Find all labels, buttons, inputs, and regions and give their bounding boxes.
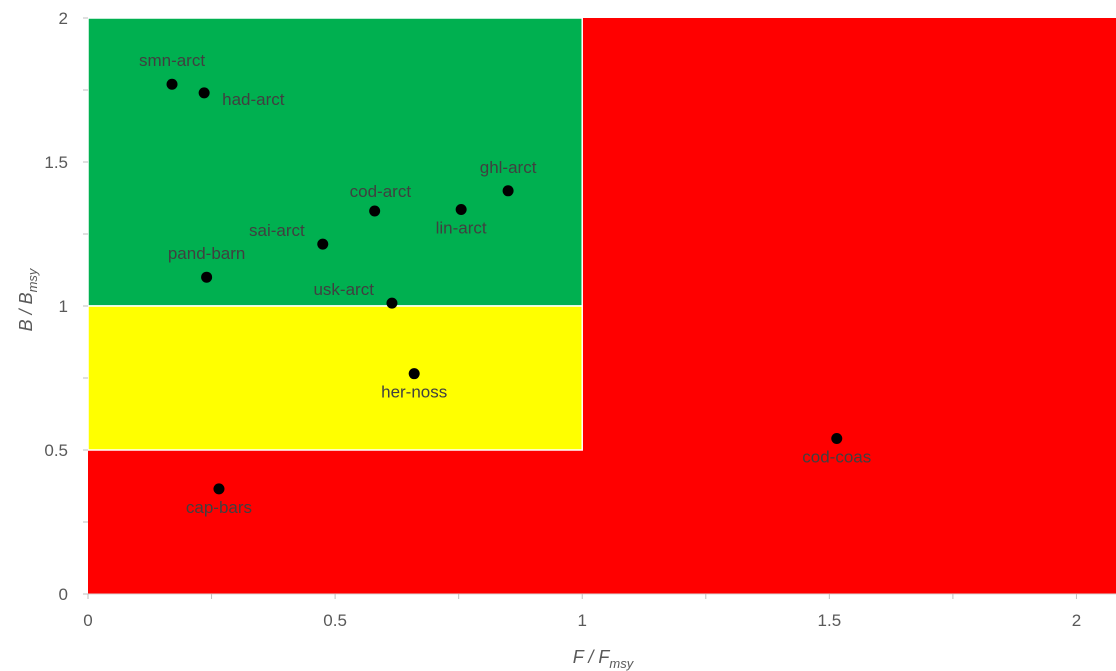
point-label-her-noss: her-noss — [381, 383, 447, 402]
point-label-cod-arct: cod-arct — [350, 182, 412, 201]
point-label-ghl-arct: ghl-arct — [480, 158, 537, 177]
data-point-usk-arct — [386, 297, 398, 309]
x-tick-label: 0 — [83, 611, 92, 630]
point-label-lin-arct: lin-arct — [436, 219, 487, 238]
y-tick-label: 1 — [59, 297, 68, 316]
point-label-pand-barn: pand-barn — [168, 244, 246, 263]
data-point-lin-arct — [455, 204, 467, 216]
data-point-pand-barn — [201, 271, 213, 283]
point-label-smn-arct: smn-arct — [139, 51, 205, 70]
data-point-cod-arct — [369, 205, 381, 217]
x-tick-label: 1 — [577, 611, 586, 630]
y-axis-title: B / Bmsy — [16, 267, 40, 331]
point-label-usk-arct: usk-arct — [313, 280, 374, 299]
data-point-ghl-arct — [502, 185, 514, 197]
point-label-had-arct: had-arct — [222, 90, 285, 109]
data-point-cap-bars — [213, 483, 225, 495]
data-point-sai-arct — [317, 238, 329, 250]
point-label-sai-arct: sai-arct — [249, 221, 305, 240]
x-axis-title: F / Fmsy — [573, 647, 635, 671]
x-tick-label: 0.5 — [323, 611, 347, 630]
point-label-cod-coas: cod-coas — [802, 447, 871, 466]
x-tick-label: 1.5 — [818, 611, 842, 630]
data-point-her-noss — [408, 368, 420, 380]
x-tick-label: 2 — [1072, 611, 1081, 630]
y-tick-label: 0.5 — [44, 441, 68, 460]
zone-healthy — [87, 17, 583, 307]
data-point-cod-coas — [831, 432, 843, 444]
y-tick-label: 1.5 — [44, 153, 68, 172]
point-labels: smn-arct had-arct ghl-arct cod-arct lin-arct… — [139, 51, 871, 517]
status-zones — [87, 17, 1116, 594]
zone-caution — [87, 305, 583, 451]
y-tick-label: 2 — [59, 9, 68, 28]
y-axis: 0 0.5 1 1.5 2 — [44, 9, 88, 604]
y-tick-label: 0 — [59, 585, 68, 604]
x-axis: 0 0.5 1 1.5 2 — [83, 593, 1116, 630]
data-point-had-arct — [198, 87, 210, 99]
data-points — [166, 78, 843, 495]
point-label-cap-bars: cap-bars — [186, 498, 252, 517]
data-point-smn-arct — [166, 78, 178, 90]
